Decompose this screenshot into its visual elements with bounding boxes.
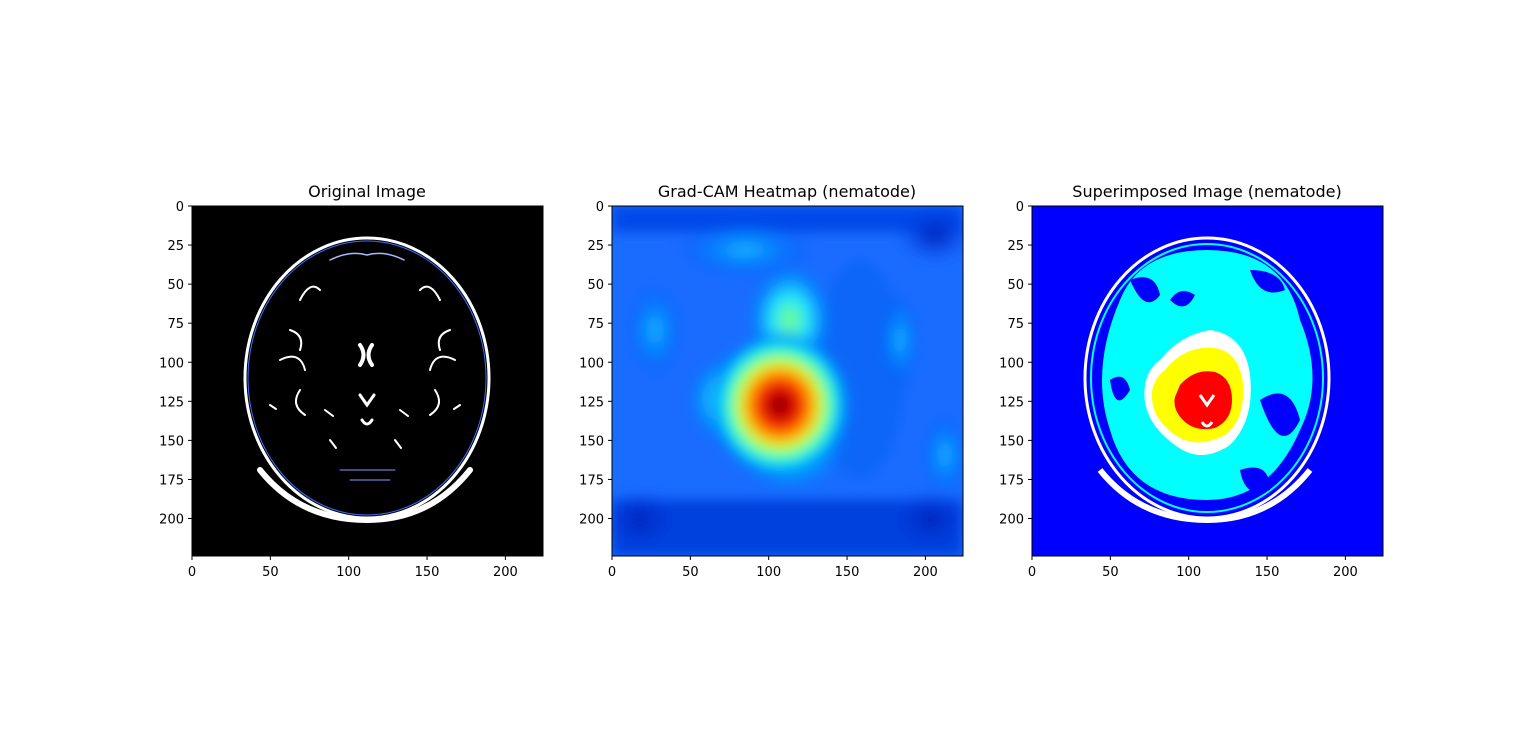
y-tick-label: 50 bbox=[167, 278, 184, 293]
heatmap-blobs bbox=[612, 206, 963, 556]
x-tick-label: 50 bbox=[1102, 565, 1119, 580]
axes-frame bbox=[191, 205, 544, 557]
y-tick-label: 175 bbox=[159, 473, 184, 488]
x-tick-label: 200 bbox=[493, 565, 518, 580]
y-tick-label: 25 bbox=[167, 239, 184, 254]
y-tick-label: 0 bbox=[596, 200, 604, 215]
x-tick-label: 150 bbox=[415, 565, 440, 580]
panel-original: Original Image 0 50 100 150 200 0 25 50 75 100 12… bbox=[159, 182, 544, 580]
heatmap-area bbox=[612, 206, 963, 556]
y-tick-label: 125 bbox=[579, 395, 604, 410]
y-tick-label: 50 bbox=[1007, 278, 1024, 293]
y-tick-label: 75 bbox=[587, 317, 604, 332]
superimposed-layers bbox=[1083, 236, 1331, 524]
x-axis: 0 50 100 150 200 bbox=[608, 556, 938, 580]
x-tick-label: 100 bbox=[336, 565, 361, 580]
y-tick-label: 75 bbox=[1007, 317, 1024, 332]
axes-frame bbox=[611, 205, 964, 557]
y-tick-label: 0 bbox=[176, 200, 184, 215]
y-axis: 0 25 50 75 100 125 150 175 200 bbox=[999, 200, 1032, 528]
panel-gradcam: Grad-CAM Heatmap (nematode) 0 50 100 150 20 bbox=[579, 182, 964, 580]
y-tick-label: 150 bbox=[999, 434, 1024, 449]
y-tick-label: 175 bbox=[999, 473, 1024, 488]
y-tick-label: 200 bbox=[579, 513, 604, 528]
x-tick-label: 100 bbox=[1176, 565, 1201, 580]
y-tick-label: 50 bbox=[587, 278, 604, 293]
y-tick-label: 100 bbox=[999, 356, 1024, 371]
y-tick-label: 125 bbox=[159, 395, 184, 410]
image-area bbox=[192, 206, 543, 556]
y-axis: 0 25 50 75 100 125 150 175 200 bbox=[579, 200, 612, 528]
x-tick-label: 200 bbox=[1333, 565, 1358, 580]
image-background bbox=[192, 206, 543, 556]
y-tick-label: 100 bbox=[159, 356, 184, 371]
panel-title: Original Image bbox=[308, 182, 426, 201]
y-tick-label: 200 bbox=[159, 513, 184, 528]
superimposed-area bbox=[1032, 206, 1383, 556]
x-tick-label: 150 bbox=[835, 565, 860, 580]
y-tick-label: 125 bbox=[999, 395, 1024, 410]
x-tick-label: 0 bbox=[608, 565, 616, 580]
x-tick-label: 50 bbox=[262, 565, 279, 580]
x-tick-label: 0 bbox=[188, 565, 196, 580]
y-tick-label: 25 bbox=[587, 239, 604, 254]
panel-superimposed: Superimposed Image (nematode) 0 50 100 150 2… bbox=[999, 182, 1384, 580]
x-tick-label: 0 bbox=[1028, 565, 1036, 580]
y-tick-label: 150 bbox=[159, 434, 184, 449]
y-tick-label: 25 bbox=[1007, 239, 1024, 254]
y-tick-label: 175 bbox=[579, 473, 604, 488]
x-tick-label: 100 bbox=[756, 565, 781, 580]
x-axis: 0 50 100 150 200 bbox=[1028, 556, 1358, 580]
y-tick-label: 0 bbox=[1016, 200, 1024, 215]
x-tick-label: 200 bbox=[913, 565, 938, 580]
x-axis: 0 50 100 150 200 bbox=[188, 556, 518, 580]
y-tick-label: 200 bbox=[999, 513, 1024, 528]
panel-title: Grad-CAM Heatmap (nematode) bbox=[658, 182, 916, 201]
y-tick-label: 150 bbox=[579, 434, 604, 449]
brain-outline-image bbox=[243, 236, 491, 524]
y-axis: 0 25 50 75 100 125 150 175 200 bbox=[159, 200, 192, 528]
axes-frame bbox=[1031, 205, 1384, 557]
y-tick-label: 100 bbox=[579, 356, 604, 371]
x-tick-label: 50 bbox=[682, 565, 699, 580]
x-tick-label: 150 bbox=[1255, 565, 1280, 580]
panel-title: Superimposed Image (nematode) bbox=[1072, 182, 1341, 201]
y-tick-label: 75 bbox=[167, 317, 184, 332]
